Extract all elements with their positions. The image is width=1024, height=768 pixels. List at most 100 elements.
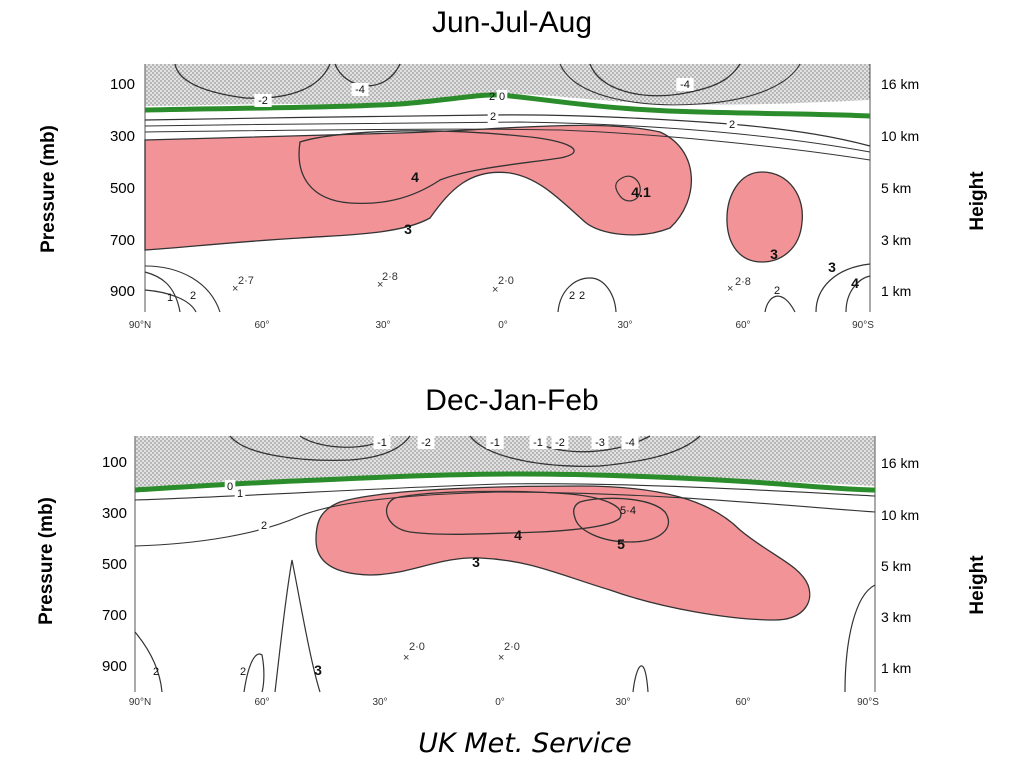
stratosphere-band-jja — [145, 64, 870, 106]
lat-tick-1: 60° — [254, 697, 269, 708]
contour-label-0-bg — [373, 436, 391, 449]
point-value-0: 2·7 — [238, 275, 254, 287]
pressure-ticks-jja: 100 300 500 700 900 — [110, 76, 135, 300]
contour-label-8-bg — [234, 487, 246, 500]
contour-neg1-djf — [229, 435, 411, 461]
contour-neg4b-jja — [589, 63, 741, 97]
height-tick-1: 10 km — [881, 128, 919, 144]
stratosphere-band-djf — [135, 436, 875, 488]
point-marker-jja-1: × — [232, 283, 238, 295]
lat-tick-1: 60° — [254, 320, 269, 331]
contour-label-13: 1 — [167, 292, 173, 304]
contour-label-13: 3 — [472, 554, 480, 570]
lat-tick-4: 30° — [615, 697, 630, 708]
lat-tick-6: 90°S — [857, 697, 879, 708]
contour-neg2b-jja — [559, 63, 801, 106]
contour-2-north-djf — [134, 631, 163, 693]
lat-tick-3: 0° — [495, 697, 505, 708]
height-tick-1: 10 km — [881, 507, 919, 523]
pressure-tick-900: 900 — [102, 658, 127, 675]
contour-label-16: 3 — [828, 259, 836, 275]
height-tick-3: 3 km — [881, 609, 911, 625]
pressure-tick-100: 100 — [110, 76, 135, 93]
lat-tick-0: 90°N — [129, 320, 151, 331]
point-values-jja: 2·7 2·8 2·0 2·8 — [238, 271, 751, 288]
contour-label-14: 2 — [153, 666, 159, 678]
lat-tick-5: 60° — [735, 697, 750, 708]
contour-label-2: -1 — [490, 437, 500, 449]
lat-tick-0: 90°N — [129, 697, 151, 708]
contour-label-0: -1 — [377, 437, 387, 449]
contour-label-3: -1 — [533, 437, 543, 449]
chart-title-djf: Dec-Jan-Feb — [425, 384, 599, 417]
zero-line-djf — [134, 471, 876, 493]
contour-label-3-bg — [676, 78, 694, 91]
contour-label-6-bg — [621, 436, 639, 449]
contour-2-eq-jja — [557, 277, 617, 313]
contour-1-jja — [144, 271, 181, 313]
contour-label-7: 3 — [404, 221, 412, 237]
shaded-region-jja-south — [726, 171, 804, 263]
contour-3-south-jja — [815, 263, 871, 313]
point-value-1: 2·8 — [382, 271, 398, 283]
contour-3-south-djf — [844, 584, 876, 693]
height-ticks-djf: 16 km 10 km 5 km 3 km 1 km — [881, 455, 919, 676]
height-tick-4: 1 km — [881, 283, 911, 299]
height-tick-2: 5 km — [881, 180, 911, 196]
contour-label-2-bg — [496, 90, 508, 103]
contour-2-lowb-jja — [144, 265, 221, 313]
pressure-ticks-djf: 100 300 500 700 900 — [102, 454, 127, 675]
point-value-3: 2·8 — [735, 276, 751, 288]
contour-label-5: -3 — [595, 437, 605, 449]
contour-label-4: -2 — [555, 437, 565, 449]
contour-3-spike-djf — [274, 559, 321, 693]
contour-label-4: 2 — [490, 111, 496, 123]
chart-title-jja: Jun-Jul-Aug — [431, 6, 593, 39]
point-marker-djf-1: × — [403, 652, 409, 664]
pressure-tick-500: 500 — [102, 556, 127, 573]
height-tick-2: 5 km — [881, 558, 911, 574]
contour-2-south-jja — [764, 295, 796, 313]
contour-label-4-bg — [551, 436, 569, 449]
contour-neg2-jja — [174, 63, 331, 99]
contour-label-1: -2 — [421, 437, 431, 449]
height-tick-3: 3 km — [881, 232, 911, 248]
contour-label-1-bg — [417, 436, 435, 449]
shaded-region-jja-main — [144, 124, 692, 251]
contour-label-5: 2 — [729, 119, 735, 131]
plot-frame-jja — [144, 64, 871, 312]
pressure-tick-100: 100 — [102, 454, 127, 471]
contour-label-1-bg — [351, 83, 369, 96]
lat-tick-2: 30° — [372, 697, 387, 708]
contour-label-4-bg — [487, 110, 499, 123]
height-tick-0: 16 km — [881, 76, 919, 92]
contour-label-14: 2 — [190, 290, 196, 302]
point-values-djf: 2·0 2·0 — [409, 641, 520, 653]
contour-2-upper-jja — [144, 114, 871, 147]
contour-1-djf — [134, 483, 876, 501]
contour-label-5-bg — [726, 118, 738, 131]
contour-label-3-bg — [529, 436, 547, 449]
contour-label-1: -4 — [355, 84, 365, 96]
contour-label-0: -2 — [258, 95, 268, 107]
point-marker-jja-4: × — [727, 283, 733, 295]
pressure-tick-700: 700 — [110, 232, 135, 249]
contour-label-2-bg — [486, 436, 504, 449]
pressure-tick-500: 500 — [110, 180, 135, 197]
contour-2c-jja — [144, 128, 871, 161]
contour-label-7-bg — [224, 480, 236, 493]
contour-label-10: 4 — [514, 527, 522, 543]
point-value-0: 2·0 — [409, 641, 425, 653]
contour-label-11: 5 — [617, 536, 625, 552]
pressure-tick-900: 900 — [110, 283, 135, 300]
contour-label-6: 4 — [411, 169, 419, 185]
credit-text: UK Met. Service — [418, 728, 632, 759]
shaded-region-djf — [315, 485, 811, 621]
contour-label-5-bg — [591, 436, 609, 449]
contour-label-0-bg — [254, 94, 272, 107]
contour-label-17: 4 — [851, 275, 859, 291]
point-value-2: 2·0 — [498, 275, 514, 287]
contour-label-9: 2 — [261, 520, 267, 532]
